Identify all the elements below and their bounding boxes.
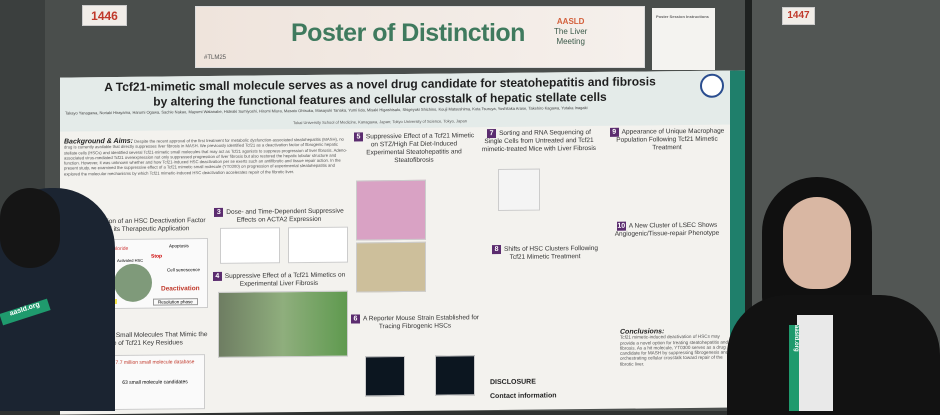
person-left-foreground: aasld.org xyxy=(0,188,115,411)
section-number: 4 xyxy=(212,271,222,281)
section-title: Sorting and RNA Sequencing of Single Cel… xyxy=(481,129,597,154)
board-divider xyxy=(745,0,753,411)
lanyard-left: aasld.org xyxy=(0,298,51,326)
contact-title: Contact information xyxy=(490,392,557,401)
banner-hashtag: #TLM25 xyxy=(204,55,227,61)
reporter-image-1 xyxy=(365,355,405,397)
section-number: 6 xyxy=(351,314,360,324)
poster-affiliations: Tokai University School of Medicine, Kan… xyxy=(293,118,467,126)
label-resolution: Resolution phase xyxy=(153,298,198,306)
presenter-woman: aasld.org xyxy=(727,175,940,415)
label-activated: Activated HSC xyxy=(117,257,144,263)
section-10: 10 A New Cluster of LSEC Shows Angiogenic… xyxy=(607,221,727,239)
activated-hsc-icon xyxy=(114,263,152,303)
section-number: 7 xyxy=(487,129,497,139)
disclosure-title: DISCLOSURE xyxy=(490,378,536,387)
section-number: 8 xyxy=(492,244,502,255)
background-aims: Background & Aims: Despite the recent ap… xyxy=(64,137,349,177)
section-number: 9 xyxy=(609,127,619,137)
histology-images xyxy=(218,290,348,358)
presenter-face xyxy=(783,197,851,289)
poster-of-distinction-banner: Poster of Distinction #TLM25 AASLD The L… xyxy=(195,6,645,68)
lanyard-right: aasld.org xyxy=(789,325,799,411)
screening-candidates: 63 small molecule candidates xyxy=(122,379,188,386)
label-senescence: Cell senescence xyxy=(167,267,201,273)
section-number: 10 xyxy=(616,221,626,231)
section-title: A Reporter Mouse Strain Established for … xyxy=(363,314,479,331)
notice-title: Poster Session Instructions xyxy=(656,14,709,19)
section-4: 4 Suppressive Effect of a Tcf21 Mimetics … xyxy=(212,271,346,289)
section-title: Shifts of HSC Clusters Following Tcf21 M… xyxy=(504,244,598,261)
board-number-1447: 1447 xyxy=(782,7,815,25)
label-apoptosis: Apoptosis xyxy=(169,243,189,249)
liver-meeting-logo: AASLD The Liver Meeting xyxy=(554,17,587,47)
logo-line1: The Liver xyxy=(554,27,588,36)
section-7: 7 Sorting and RNA Sequencing of Single Ce… xyxy=(480,128,598,154)
section-title: Dose- and Time-Dependent Suppressive Eff… xyxy=(226,207,344,224)
screening-flow: 7.7 million small molecule database 63 s… xyxy=(105,354,205,411)
label-stop: Stop xyxy=(151,253,163,260)
research-poster: A Tcf21-mimetic small molecule serves as… xyxy=(60,70,745,415)
section-3: 3 Dose- and Time-Dependent Suppressive Ef… xyxy=(212,207,346,225)
sirius-stain-images xyxy=(356,241,426,293)
person-left-head xyxy=(0,188,60,268)
acta2-bar-chart xyxy=(220,227,280,264)
section-5: 5 Suppressive Effect of a Tcf21 Mimetic o… xyxy=(353,131,475,165)
university-seal-icon xyxy=(700,73,724,98)
presenter-shirt xyxy=(797,315,833,411)
section-title: Suppressive Effect of a Tcf21 Mimetic on… xyxy=(365,132,475,165)
section-title: A New Cluster of LSEC Shows Angiogenic/T… xyxy=(614,221,720,238)
section-title: Suppressive Effect of a Tcf21 Mimetics o… xyxy=(224,271,346,288)
section-8: 8 Shifts of HSC Clusters Following Tcf21 … xyxy=(490,244,600,262)
logo-line2: Meeting xyxy=(556,37,585,46)
presenter-jacket xyxy=(727,295,940,415)
logo-org: AASLD xyxy=(556,17,585,26)
he-stain-images xyxy=(356,179,426,241)
board-number-1446: 1446 xyxy=(82,5,127,26)
facs-plot xyxy=(498,168,540,211)
reporter-image-2 xyxy=(435,355,475,396)
section-9: 9 Appearance of Unique Macrophage Populat… xyxy=(607,127,727,153)
label-deactivation: Deactivation xyxy=(161,285,200,293)
section-number: 3 xyxy=(214,207,224,217)
session-instructions-sheet: Poster Session Instructions xyxy=(652,8,715,70)
poster-header: A Tcf21-mimetic small molecule serves as… xyxy=(60,70,745,132)
screening-db: 7.7 million small molecule database xyxy=(115,359,195,367)
conclusions-text: Tcf21 mimetic-induced deactivation of HS… xyxy=(620,333,729,367)
banner-title: Poster of Distinction xyxy=(291,19,525,47)
acta2-line-chart xyxy=(288,226,348,264)
section-title: Appearance of Unique Macrophage Populati… xyxy=(616,127,725,152)
section-number: 5 xyxy=(353,132,363,142)
conclusions: Conclusions: Tcf21 mimetic-induced deacti… xyxy=(620,328,730,367)
